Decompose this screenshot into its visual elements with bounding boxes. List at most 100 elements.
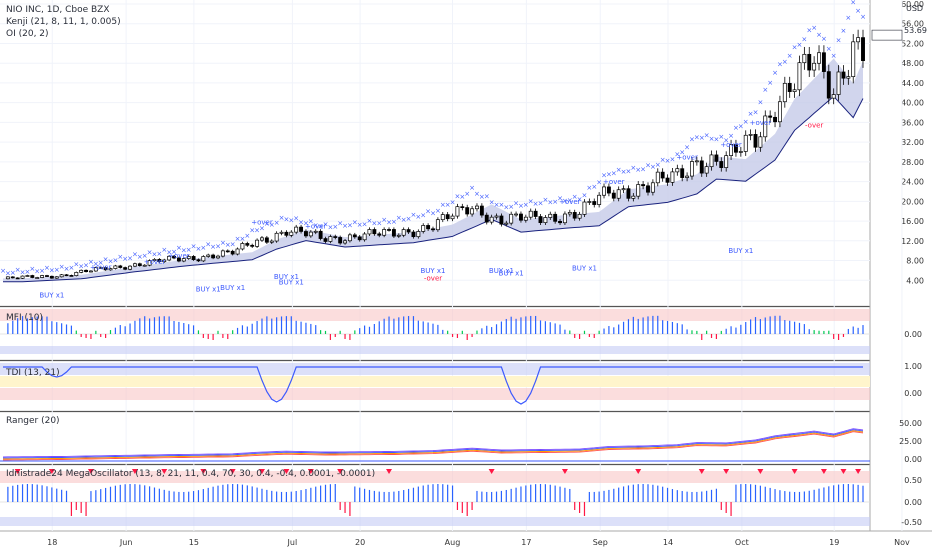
mega-bar bbox=[569, 488, 571, 502]
mega-bar bbox=[647, 484, 649, 502]
mfi-bar bbox=[476, 330, 478, 334]
mfi-bar bbox=[334, 334, 336, 337]
mfi-bar bbox=[437, 324, 439, 334]
mega-bar bbox=[769, 487, 771, 502]
mega-bar bbox=[144, 485, 146, 502]
mfi-bar bbox=[36, 316, 38, 334]
mfi-bar bbox=[12, 320, 14, 334]
mega-bar bbox=[456, 502, 459, 510]
mega-bar bbox=[764, 486, 766, 502]
candle-body bbox=[299, 226, 304, 232]
mega-signal-marker bbox=[14, 469, 21, 474]
kenji-cross: × bbox=[630, 164, 636, 172]
kenji-cross: × bbox=[264, 220, 270, 228]
mega-bar bbox=[852, 484, 854, 502]
mega-bar bbox=[740, 484, 742, 502]
mega-bar bbox=[666, 487, 669, 502]
mfi-bar bbox=[681, 324, 683, 334]
mega-bar bbox=[61, 489, 63, 502]
candle-body bbox=[587, 201, 592, 203]
kenji-legend[interactable]: Kenji (21, 8, 11, 1, 0.005) bbox=[6, 17, 121, 27]
mega-bar bbox=[505, 489, 507, 502]
candle-body bbox=[142, 264, 147, 267]
mfi-bar bbox=[158, 316, 160, 334]
kenji-cross: × bbox=[469, 184, 475, 192]
candle-body bbox=[797, 62, 802, 91]
mega-bar bbox=[789, 491, 791, 502]
kenji-cross: × bbox=[415, 213, 421, 221]
tdi-pane-title[interactable]: TDI (13, 21) bbox=[6, 368, 60, 378]
mfi-bar bbox=[305, 322, 307, 334]
mega-pane-title[interactable]: Idnistrade24 MegaOscillator (13, 8, 21, … bbox=[6, 469, 376, 479]
kenji-cross: × bbox=[254, 227, 260, 235]
candle-body bbox=[572, 212, 577, 219]
mega-bar bbox=[671, 489, 674, 502]
mega-bar bbox=[41, 485, 43, 502]
mfi-pane-title[interactable]: MFI (10) bbox=[6, 313, 43, 323]
mega-bar bbox=[31, 484, 33, 502]
mfi-bar bbox=[564, 329, 566, 334]
mega-bar bbox=[246, 485, 248, 502]
candle-body bbox=[59, 274, 64, 278]
mega-bar bbox=[70, 502, 73, 516]
mega-bar bbox=[608, 489, 610, 502]
mega-bar bbox=[676, 490, 678, 502]
mega-bar bbox=[363, 488, 366, 502]
candle-body bbox=[318, 230, 323, 239]
kenji-cross: × bbox=[596, 179, 602, 187]
kenji-cross: × bbox=[757, 99, 763, 107]
ranger-line bbox=[3, 429, 864, 459]
mega-bar bbox=[85, 502, 87, 516]
buy-annotation: BUY x1 bbox=[489, 267, 514, 275]
price-tick-label: 36.00 bbox=[901, 118, 924, 127]
mfi-bar bbox=[188, 324, 190, 334]
ranger-pane-title[interactable]: Ranger (20) bbox=[6, 416, 60, 426]
kenji-cross: × bbox=[669, 155, 675, 163]
mfi-bar bbox=[202, 334, 204, 338]
kenji-cross: × bbox=[93, 260, 99, 268]
candle-body bbox=[509, 213, 514, 224]
price-tick-label: 20.00 bbox=[901, 197, 924, 206]
mega-bar bbox=[119, 484, 121, 502]
kenji-cross: × bbox=[235, 235, 241, 243]
mfi-bar bbox=[100, 334, 102, 337]
candle-body bbox=[343, 240, 347, 244]
kenji-cross: × bbox=[489, 198, 495, 206]
mfi-bar bbox=[725, 328, 727, 334]
kenji-cross: × bbox=[841, 27, 847, 35]
oi-legend[interactable]: OI (20, 2) bbox=[6, 29, 49, 39]
mfi-bar bbox=[80, 334, 82, 337]
mega-signal-marker bbox=[820, 469, 827, 474]
kenji-cross: × bbox=[269, 221, 275, 229]
mega-bar bbox=[535, 484, 537, 502]
kenji-cross: × bbox=[723, 137, 729, 145]
time-tick-label: Oct bbox=[735, 538, 749, 547]
mfi-bar bbox=[798, 322, 801, 334]
candle-body bbox=[426, 225, 431, 230]
mega-bar bbox=[256, 487, 258, 502]
kenji-cross: × bbox=[699, 134, 705, 142]
candle-body bbox=[553, 213, 558, 222]
candle-body bbox=[113, 265, 118, 269]
mega-bar bbox=[417, 486, 419, 502]
candle-body bbox=[616, 189, 621, 199]
mega-bar bbox=[212, 486, 214, 502]
kenji-cross: × bbox=[831, 52, 837, 60]
symbol-title[interactable]: NIO INC, 1D, Cboe BZX bbox=[6, 5, 110, 15]
mega-bar bbox=[26, 484, 29, 502]
kenji-cross: × bbox=[430, 210, 436, 218]
candle-body bbox=[606, 186, 611, 194]
mega-bar bbox=[598, 491, 600, 502]
mega-bar bbox=[710, 489, 713, 502]
mega-bar bbox=[437, 484, 439, 502]
mega-bar bbox=[813, 489, 815, 502]
mfi-bar bbox=[276, 317, 278, 334]
kenji-cross: × bbox=[283, 215, 289, 223]
mega-bar bbox=[574, 502, 576, 510]
time-tick-label: Jul bbox=[287, 538, 298, 547]
mfi-bar bbox=[706, 330, 708, 334]
mfi-bar bbox=[75, 330, 77, 334]
candle-body bbox=[123, 267, 128, 270]
mega-tick-label: 0.50 bbox=[904, 476, 922, 485]
